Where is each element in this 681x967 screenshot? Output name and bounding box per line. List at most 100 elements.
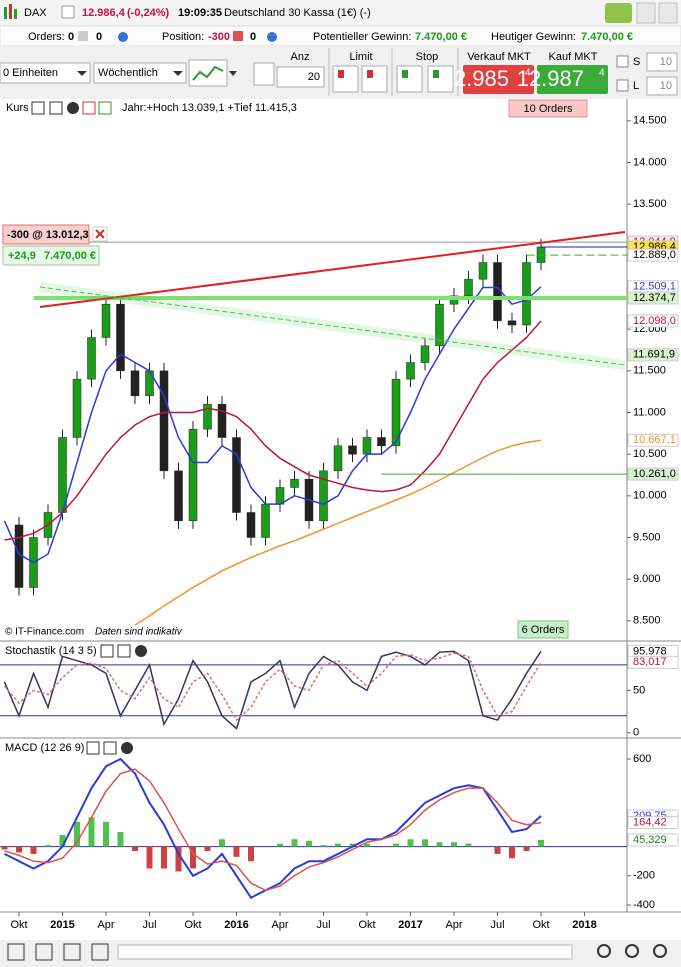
limit-sell[interactable] bbox=[361, 65, 388, 93]
histogram-bar bbox=[335, 843, 341, 847]
last-price: 12.986,4 bbox=[82, 7, 126, 19]
candle bbox=[232, 437, 241, 513]
candle bbox=[420, 345, 430, 363]
histogram-bar bbox=[103, 821, 109, 847]
checkbox[interactable] bbox=[616, 55, 629, 68]
anz-label: Anz bbox=[291, 51, 310, 63]
units-select[interactable] bbox=[0, 62, 91, 84]
level-label: 95.978 bbox=[633, 645, 667, 657]
histogram-bar bbox=[523, 846, 530, 851]
stop-sell[interactable] bbox=[427, 65, 454, 93]
title-bar bbox=[0, 0, 681, 26]
checkbox[interactable] bbox=[616, 79, 629, 92]
stop-buy[interactable] bbox=[396, 65, 423, 93]
keypad-button[interactable] bbox=[605, 3, 632, 23]
chart-type-button[interactable] bbox=[188, 59, 228, 87]
histogram-bar bbox=[349, 843, 356, 847]
zoom-in[interactable] bbox=[653, 944, 667, 958]
position-box[interactable] bbox=[2, 224, 90, 245]
orders: 0 bbox=[68, 31, 74, 43]
up-icon[interactable] bbox=[98, 101, 112, 115]
histogram-bar bbox=[364, 843, 370, 847]
sell-button[interactable] bbox=[463, 65, 534, 94]
icon bbox=[433, 70, 439, 78]
period: Wöchentlich bbox=[98, 67, 158, 79]
note: Daten sind indikativ bbox=[95, 627, 183, 638]
level-box bbox=[627, 816, 679, 830]
dropdown[interactable] bbox=[61, 5, 75, 19]
orders-badge[interactable] bbox=[517, 620, 569, 639]
x-tick-label: 2016 bbox=[224, 919, 248, 931]
trend-line[interactable] bbox=[39, 286, 626, 366]
close-icon[interactable] bbox=[233, 31, 243, 41]
trend-line[interactable] bbox=[39, 231, 626, 308]
histogram-bar bbox=[320, 845, 327, 847]
scrollbar[interactable] bbox=[117, 944, 573, 960]
potential-label: Potentieller Gewinn: bbox=[313, 31, 411, 43]
tool-icon[interactable] bbox=[100, 644, 114, 658]
level-box bbox=[627, 314, 679, 328]
x-tick-label: Jul bbox=[316, 919, 330, 931]
orders-top: 10 Orders bbox=[524, 103, 573, 115]
histogram-bar bbox=[161, 846, 167, 869]
window-icon[interactable] bbox=[117, 644, 131, 658]
histogram-bar bbox=[175, 846, 182, 872]
s-value: 10 bbox=[660, 56, 672, 68]
histogram-bar bbox=[248, 846, 254, 862]
candle bbox=[377, 437, 386, 447]
symbol: DAX bbox=[24, 7, 47, 19]
level-box bbox=[627, 833, 679, 847]
s-label: S bbox=[633, 56, 640, 68]
level-label: 10.261,0 bbox=[633, 468, 676, 480]
settings-icon[interactable] bbox=[267, 32, 277, 42]
candle bbox=[464, 278, 473, 297]
zoom-fit[interactable] bbox=[597, 944, 611, 958]
instrument: Deutschland 30 Kassa (1€) (-) bbox=[224, 7, 371, 19]
series-line bbox=[3, 286, 542, 564]
x-tick-label: Apr bbox=[97, 919, 114, 931]
tool-button[interactable] bbox=[63, 943, 81, 961]
down-icon[interactable] bbox=[82, 101, 96, 115]
tool-button[interactable] bbox=[7, 943, 25, 961]
y-tick-label: -400 bbox=[633, 899, 655, 911]
anz-input[interactable] bbox=[276, 66, 325, 88]
zoom-out[interactable] bbox=[625, 944, 639, 958]
histogram-bar bbox=[494, 846, 501, 854]
limit-buy[interactable] bbox=[332, 65, 359, 93]
candle bbox=[391, 378, 401, 447]
button[interactable] bbox=[658, 2, 678, 24]
close-icon[interactable] bbox=[67, 102, 79, 114]
buy-button[interactable] bbox=[537, 65, 608, 94]
histogram-bar bbox=[190, 846, 196, 869]
candle bbox=[130, 370, 140, 397]
candle bbox=[507, 320, 517, 326]
icon bbox=[402, 70, 408, 78]
period-select[interactable] bbox=[93, 62, 187, 84]
tool-button[interactable] bbox=[91, 943, 109, 961]
s-input[interactable] bbox=[646, 52, 678, 72]
arrow bbox=[173, 71, 183, 76]
panel-title: MACD (12 26 9) bbox=[5, 742, 84, 754]
y-tick-label: 10.000 bbox=[633, 490, 667, 502]
l-input[interactable] bbox=[646, 76, 678, 96]
close-icon[interactable] bbox=[135, 645, 147, 657]
window-icon[interactable] bbox=[49, 101, 63, 115]
candle bbox=[101, 303, 111, 338]
arrow bbox=[229, 71, 237, 76]
window-icon[interactable] bbox=[103, 741, 117, 755]
icon bbox=[367, 70, 373, 78]
settings-icon[interactable] bbox=[118, 32, 128, 42]
sell-price: 12.985 bbox=[442, 66, 509, 91]
tool-button[interactable] bbox=[253, 62, 275, 86]
panel-title: Stochastik (14 3 5) bbox=[5, 645, 97, 657]
button[interactable] bbox=[636, 2, 656, 24]
tool-icon[interactable] bbox=[86, 741, 100, 755]
icon[interactable] bbox=[78, 31, 88, 41]
tool-button[interactable] bbox=[35, 943, 53, 961]
candle bbox=[319, 470, 328, 522]
close-icon[interactable] bbox=[121, 742, 133, 754]
tool-icon[interactable] bbox=[31, 101, 45, 115]
series-line bbox=[3, 650, 542, 730]
orders-badge[interactable] bbox=[508, 99, 588, 118]
